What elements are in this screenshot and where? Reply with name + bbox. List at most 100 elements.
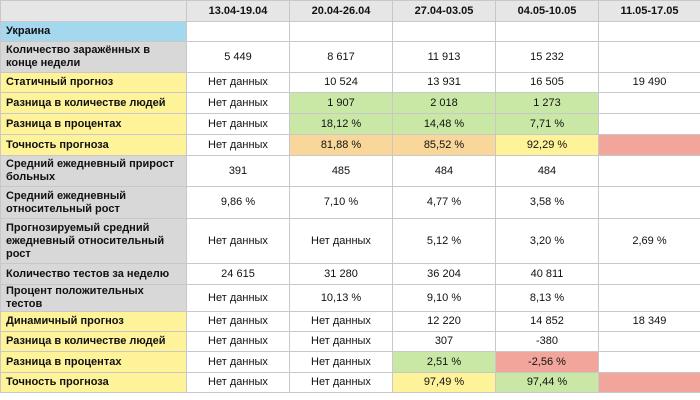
table-cell[interactable]: 5 449 [186, 41, 290, 73]
row-label[interactable]: Украина [0, 21, 187, 42]
table-cell[interactable]: 9,86 % [186, 186, 290, 219]
row-label[interactable]: Разница в процентах [0, 113, 187, 135]
table-cell[interactable]: Нет данных [186, 331, 290, 352]
table-cell[interactable]: 97,44 % [495, 372, 599, 393]
row-label[interactable]: Количество заражённых в конце недели [0, 41, 187, 73]
table-cell[interactable] [598, 134, 700, 156]
table-cell[interactable]: 7,10 % [289, 186, 393, 219]
table-cell[interactable]: Нет данных [186, 218, 290, 264]
row-label[interactable]: Точность прогноза [0, 372, 187, 393]
table-row: Статичный прогноз Нет данных 10 524 13 931 1… [0, 72, 700, 93]
table-cell[interactable]: Нет данных [186, 134, 290, 156]
row-label[interactable]: Разница в количестве людей [0, 92, 187, 114]
table-cell[interactable]: 81,88 % [289, 134, 393, 156]
table-cell[interactable]: 2 018 [392, 92, 496, 114]
table-row: Точность прогноза Нет данных Нет данных 97,… [0, 372, 700, 393]
table-cell[interactable]: 16 505 [495, 72, 599, 93]
table-cell[interactable]: Нет данных [289, 351, 393, 373]
table-cell[interactable]: Нет данных [186, 72, 290, 93]
table-cell[interactable]: 1 907 [289, 92, 393, 114]
table-cell[interactable]: 19 490 [598, 72, 700, 93]
table-cell[interactable]: Нет данных [186, 284, 290, 312]
table-cell[interactable]: -2,56 % [495, 351, 599, 373]
column-header-week[interactable]: 13.04-19.04 [186, 0, 290, 22]
table-cell[interactable]: 4,77 % [392, 186, 496, 219]
table-cell[interactable]: Нет данных [186, 372, 290, 393]
table-cell[interactable] [598, 351, 700, 373]
table-cell[interactable]: 484 [495, 155, 599, 187]
table-cell[interactable]: 9,10 % [392, 284, 496, 312]
table-cell[interactable] [392, 21, 496, 42]
row-label[interactable]: Статичный прогноз [0, 72, 187, 93]
table-cell[interactable] [598, 155, 700, 187]
table-cell[interactable]: Нет данных [289, 331, 393, 352]
table-cell[interactable]: 5,12 % [392, 218, 496, 264]
table-cell[interactable]: 18 349 [598, 311, 700, 332]
table-cell[interactable]: 92,29 % [495, 134, 599, 156]
table-cell[interactable]: 36 204 [392, 263, 496, 285]
table-cell[interactable] [598, 186, 700, 219]
table-cell[interactable]: 31 280 [289, 263, 393, 285]
table-cell[interactable]: 12 220 [392, 311, 496, 332]
table-cell[interactable]: 14 852 [495, 311, 599, 332]
table-cell[interactable]: 11 913 [392, 41, 496, 73]
table-cell[interactable] [598, 92, 700, 114]
table-cell[interactable] [186, 21, 290, 42]
table-cell[interactable] [289, 21, 393, 42]
table-cell[interactable]: 10,13 % [289, 284, 393, 312]
table-cell[interactable] [495, 21, 599, 42]
table-cell[interactable] [598, 372, 700, 393]
table-cell[interactable]: 7,71 % [495, 113, 599, 135]
row-label[interactable]: Количество тестов за неделю [0, 263, 187, 285]
table-cell[interactable]: 10 524 [289, 72, 393, 93]
table-cell[interactable]: 391 [186, 155, 290, 187]
table-cell[interactable]: 15 232 [495, 41, 599, 73]
table-cell[interactable]: 24 615 [186, 263, 290, 285]
table-cell[interactable]: Нет данных [289, 311, 393, 332]
row-label[interactable]: Средний ежедневный прирост больных [0, 155, 187, 187]
table-cell[interactable]: 3,58 % [495, 186, 599, 219]
table-row: Разница в количестве людей Нет данных Нет … [0, 331, 700, 352]
row-label[interactable]: Разница в количестве людей [0, 331, 187, 352]
table-cell[interactable]: 18,12 % [289, 113, 393, 135]
table-cell[interactable]: 8,13 % [495, 284, 599, 312]
table-cell[interactable]: 13 931 [392, 72, 496, 93]
table-cell[interactable] [598, 263, 700, 285]
table-cell[interactable]: 2,51 % [392, 351, 496, 373]
row-label[interactable]: Разница в процентах [0, 351, 187, 373]
column-header-week[interactable]: 04.05-10.05 [495, 0, 599, 22]
table-cell[interactable]: 484 [392, 155, 496, 187]
table-cell[interactable] [598, 284, 700, 312]
table-cell[interactable] [598, 331, 700, 352]
table-cell[interactable]: 40 811 [495, 263, 599, 285]
row-label[interactable]: Прогнозируемый средний ежедневный относи… [0, 218, 187, 264]
table-cell[interactable]: 1 273 [495, 92, 599, 114]
table-cell[interactable]: 8 617 [289, 41, 393, 73]
table-cell[interactable]: Нет данных [289, 372, 393, 393]
row-label[interactable]: Процент положительных тестов [0, 284, 187, 312]
table-cell[interactable]: 2,69 % [598, 218, 700, 264]
row-label[interactable]: Динамичный прогноз [0, 311, 187, 332]
table-cell[interactable] [598, 113, 700, 135]
table-cell[interactable] [598, 41, 700, 73]
table-cell[interactable]: 14,48 % [392, 113, 496, 135]
table-cell[interactable]: Нет данных [289, 218, 393, 264]
row-label[interactable]: Средний ежедневный относительный рост [0, 186, 187, 219]
corner-header-cell[interactable] [0, 0, 187, 22]
table-cell[interactable]: 307 [392, 331, 496, 352]
table-cell[interactable]: Нет данных [186, 351, 290, 373]
table-cell[interactable] [598, 21, 700, 42]
table-row: Разница в количестве людей Нет данных 1 90… [0, 92, 700, 114]
column-header-week[interactable]: 27.04-03.05 [392, 0, 496, 22]
column-header-week[interactable]: 20.04-26.04 [289, 0, 393, 22]
table-cell[interactable]: 97,49 % [392, 372, 496, 393]
row-label[interactable]: Точность прогноза [0, 134, 187, 156]
table-cell[interactable]: 485 [289, 155, 393, 187]
table-cell[interactable]: Нет данных [186, 92, 290, 114]
table-cell[interactable]: Нет данных [186, 113, 290, 135]
table-cell[interactable]: Нет данных [186, 311, 290, 332]
column-header-week[interactable]: 11.05-17.05 [598, 0, 700, 22]
table-cell[interactable]: -380 [495, 331, 599, 352]
table-cell[interactable]: 3,20 % [495, 218, 599, 264]
table-cell[interactable]: 85,52 % [392, 134, 496, 156]
